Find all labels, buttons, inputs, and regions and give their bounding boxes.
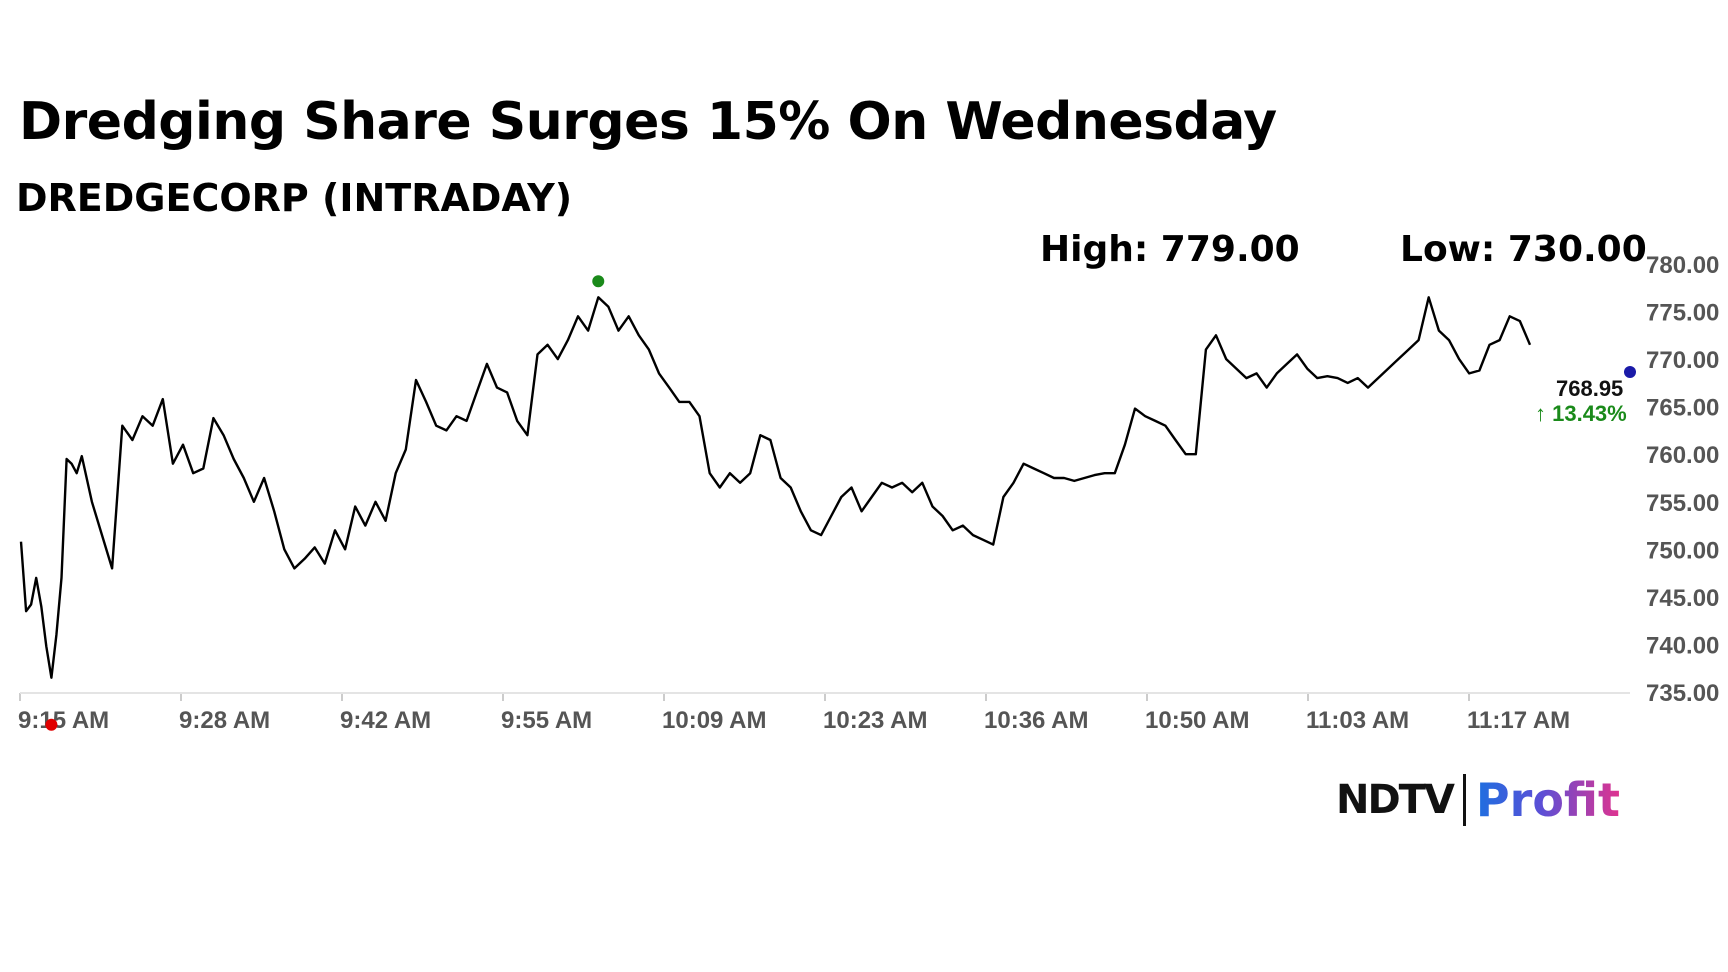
x-tick-label: 9:15 AM <box>18 707 109 734</box>
logo-product: Profit <box>1475 773 1621 827</box>
x-axis: 9:15 AM 9:28 AM 9:42 AM 9:55 AM 10:09 AM 10:2… <box>18 693 1570 734</box>
y-tick-label: 775.00 <box>1646 300 1719 327</box>
x-tick-label: 10:50 AM <box>1145 707 1249 734</box>
change-percent-label: ↑ 13.43% <box>1535 401 1627 426</box>
x-tick-label: 10:23 AM <box>823 707 927 734</box>
y-tick-label: 760.00 <box>1646 442 1719 469</box>
logo-brand: NDTV <box>1336 777 1455 823</box>
x-tick-label: 10:09 AM <box>662 707 766 734</box>
ndtv-profit-logo: NDTV Profit <box>1336 770 1620 830</box>
chart-title: Dredging Share Surges 15% On Wednesday <box>19 92 1277 152</box>
x-tick-label: 9:55 AM <box>501 707 592 734</box>
last-point-marker <box>1624 366 1636 378</box>
high-label: High: 779.00 <box>1040 229 1300 270</box>
y-tick-label: 735.00 <box>1646 680 1719 707</box>
y-tick-label: 745.00 <box>1646 585 1719 612</box>
logo-divider <box>1462 774 1466 826</box>
x-tick-label: 11:17 AM <box>1467 707 1570 734</box>
chart-subtitle: DREDGECORP (INTRADAY) <box>16 176 573 220</box>
low-label: Low: 730.00 <box>1400 229 1647 270</box>
low-point-marker <box>45 718 58 731</box>
y-tick-label: 765.00 <box>1646 395 1719 422</box>
y-tick-label: 755.00 <box>1646 490 1719 517</box>
x-tick-label: 10:36 AM <box>984 707 1088 734</box>
x-tick-label: 11:03 AM <box>1306 707 1409 734</box>
price-series-line <box>19 296 1532 679</box>
y-tick-label: 780.00 <box>1646 252 1719 279</box>
last-price-label: 768.95 <box>1556 376 1623 401</box>
x-tick-label: 9:42 AM <box>340 707 431 734</box>
x-tick-label: 9:28 AM <box>179 707 270 734</box>
y-tick-label: 750.00 <box>1646 537 1719 564</box>
y-tick-label: 770.00 <box>1646 347 1719 374</box>
y-axis: 780.00 775.00 770.00 765.00 760.00 755.00 750.… <box>1646 252 1719 707</box>
y-tick-label: 740.00 <box>1646 632 1719 659</box>
high-point-marker <box>592 275 605 288</box>
